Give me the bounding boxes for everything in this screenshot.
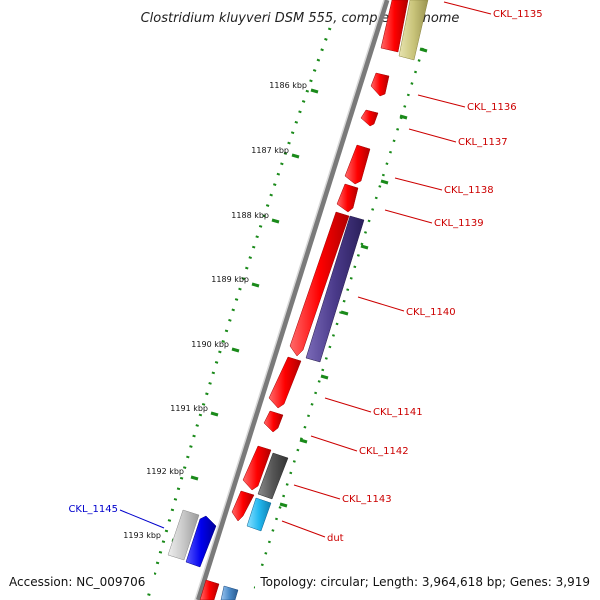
gene-ckl-1137[interactable] xyxy=(360,109,379,127)
gene-ckl-1142[interactable] xyxy=(263,410,284,433)
gene-label[interactable]: CKL_1139 xyxy=(434,218,484,229)
gene-ckl-1143-gray[interactable] xyxy=(257,452,289,500)
scale-tick-label: 1188 kbp xyxy=(231,211,269,220)
gene-bottom-red[interactable] xyxy=(199,579,220,600)
gene-label[interactable]: CKL_1135 xyxy=(493,9,543,20)
gene-ckl-1135[interactable] xyxy=(380,0,409,53)
gene-dut[interactable] xyxy=(231,490,255,522)
gene-ckl-1136[interactable] xyxy=(370,72,390,97)
accession-bg xyxy=(4,572,154,590)
gene-label[interactable]: CKL_1138 xyxy=(444,185,494,196)
gene-bottom-steel[interactable] xyxy=(220,585,239,600)
gene-ckl-1145-gray[interactable] xyxy=(167,509,200,561)
gene-leader-lines xyxy=(281,1,492,538)
gene-ckl-1143[interactable] xyxy=(242,445,272,491)
gene-ckl-1135-olive[interactable] xyxy=(398,0,429,61)
feature-tick-marks xyxy=(279,47,428,508)
summary-bg xyxy=(255,572,595,590)
scale-tick-label: 1190 kbp xyxy=(191,340,229,349)
scale-tick-label: 1187 kbp xyxy=(251,146,289,155)
gene-label[interactable]: dut xyxy=(327,533,344,544)
gene-ckl-1140[interactable] xyxy=(289,211,350,357)
gene-label[interactable]: CKL_1143 xyxy=(342,494,392,505)
gene-ckl-1138[interactable] xyxy=(344,144,371,185)
gene-ckl-1141[interactable] xyxy=(268,356,302,409)
genome-summary-text: Topology: circular; Length: 3,964,618 bp… xyxy=(259,575,590,589)
gene-ckl-1140-purple[interactable] xyxy=(305,215,365,363)
scale-tick-label: 1193 kbp xyxy=(123,531,161,540)
scale-tick-label: 1186 kbp xyxy=(269,81,307,90)
gene-ckl-1139[interactable] xyxy=(336,183,359,213)
gene-label[interactable]: CKL_1141 xyxy=(373,407,423,418)
scale-ring-outer xyxy=(146,27,332,599)
scale-tick-label: 1191 kbp xyxy=(170,404,208,413)
gene-label[interactable]: CKL_1140 xyxy=(406,307,456,318)
scale-tick-label: 1192 kbp xyxy=(146,467,184,476)
gene-label[interactable]: CKL_1142 xyxy=(359,446,409,457)
gene-label[interactable]: CKL_1145 xyxy=(68,504,118,515)
genome-backbone xyxy=(195,0,390,600)
gene-dut-cyan[interactable] xyxy=(246,497,272,532)
gene-label[interactable]: CKL_1136 xyxy=(467,102,517,113)
gene-leader-line-reverse xyxy=(119,509,165,529)
scale-tick-marks xyxy=(171,88,319,544)
inner-dotted-ring xyxy=(250,47,425,599)
accession-text: Accession: NC_009706 xyxy=(9,575,145,589)
genome-backbone-highlight xyxy=(194,0,385,600)
scale-tick-label: 1189 kbp xyxy=(211,275,249,284)
gene-label[interactable]: CKL_1137 xyxy=(458,137,508,148)
gene-ckl-1145[interactable] xyxy=(185,515,217,568)
